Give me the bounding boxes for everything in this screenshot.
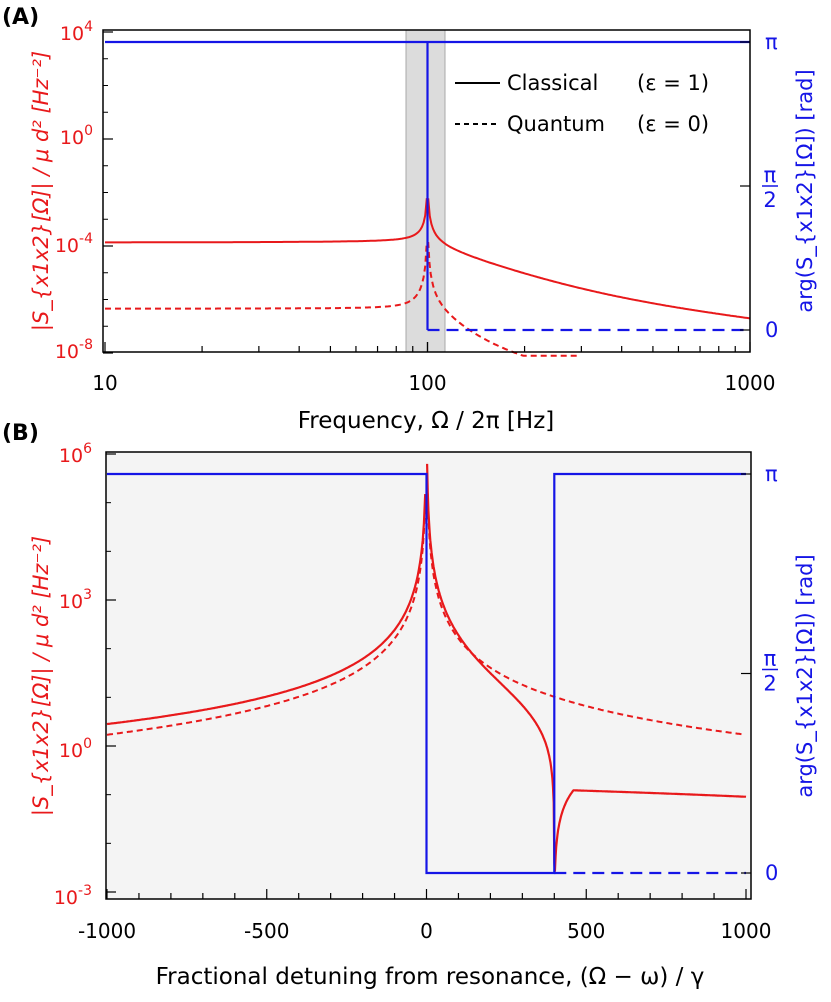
right-tick-label-pi-half: π2 <box>762 647 778 696</box>
classical-amplitude-curve <box>106 494 427 726</box>
right-tick-label: π <box>765 462 778 486</box>
x-tick-label: -500 <box>244 919 289 943</box>
classical-amplitude-curve <box>427 198 751 320</box>
classical-amplitude-curve <box>426 463 747 872</box>
panel-a-x-label: Frequency, Ω / 2π [Hz] <box>298 408 555 434</box>
x-tick-label: -1000 <box>78 919 136 943</box>
pi-numerator: π <box>764 647 777 671</box>
panel-b-x-label: Fractional detuning from resonance, (Ω −… <box>156 964 705 990</box>
pi-numerator: π <box>764 163 777 187</box>
right-tick-label: 0 <box>765 861 778 885</box>
quantum-amplitude-curve <box>106 502 427 736</box>
legend-param-quantum: (ε = 0) <box>637 112 709 136</box>
panel-b-x-ticks: -1000 -500 0 500 1000 <box>78 889 772 943</box>
panel-a-frame <box>102 29 751 353</box>
quantum-amplitude-curve <box>105 241 428 310</box>
right-tick-label: 0 <box>765 318 778 342</box>
x-tick-label: 10 <box>92 371 117 395</box>
panel-a-curves <box>105 40 751 357</box>
left-tick-label: 104 <box>60 19 93 45</box>
resonance-highlight-band <box>405 29 446 353</box>
panel-b-right-axis-label: arg(S_{x1x2}[Ω]) [rad] <box>793 554 818 797</box>
right-tick-label: π <box>765 30 778 54</box>
x-tick-label: 0 <box>420 919 433 943</box>
panel-b-curves <box>106 463 747 875</box>
panel-b-label: (B) <box>2 421 39 446</box>
two-denominator: 2 <box>763 672 776 696</box>
left-tick-label: 10-3 <box>54 883 92 909</box>
left-tick-label: 100 <box>59 736 92 762</box>
legend-label-quantum: Quantum <box>507 112 605 136</box>
x-tick-label: 1000 <box>725 371 776 395</box>
left-tick-label: 100 <box>60 123 93 149</box>
legend-param-classical: (ε = 1) <box>637 71 709 95</box>
panel-b-frame <box>105 451 752 900</box>
panel-b-left-ticks: 106 103 100 10-3 <box>54 441 116 909</box>
panel-b-left-axis-label: |S_{x1x2}[Ω]| / μ d² [Hz⁻²] <box>29 536 54 816</box>
legend-label-classical: Classical <box>507 71 598 95</box>
x-tick-label: 500 <box>567 919 605 943</box>
classical-phase-line <box>107 472 746 875</box>
quantum-amplitude-curve <box>427 241 579 357</box>
panel-a-left-ticks: 104 100 10-4 10-8 <box>55 19 113 363</box>
panel-a-x-ticks: 10 100 1000 <box>92 342 775 395</box>
two-denominator: 2 <box>763 188 776 212</box>
classical-amplitude-curve <box>105 198 428 244</box>
legend: Classical (ε = 1) Quantum (ε = 0) <box>455 71 709 136</box>
left-tick-label: 103 <box>59 587 92 613</box>
x-tick-label: 100 <box>408 371 446 395</box>
panel-a-right-axis-label: arg(S_{x1x2}[Ω]) [rad] <box>793 69 818 312</box>
quantum-amplitude-curve <box>426 473 746 736</box>
panel-a-left-axis-label: |S_{x1x2}[Ω]| / μ d² [Hz⁻²] <box>29 51 54 331</box>
left-tick-label: 106 <box>59 441 92 467</box>
x-tick-label: 1000 <box>721 919 772 943</box>
left-tick-label: 10-4 <box>55 231 93 257</box>
right-tick-label-pi-half: π2 <box>762 163 778 212</box>
left-tick-label: 10-8 <box>55 337 93 363</box>
panel-a-label: (A) <box>2 5 39 30</box>
